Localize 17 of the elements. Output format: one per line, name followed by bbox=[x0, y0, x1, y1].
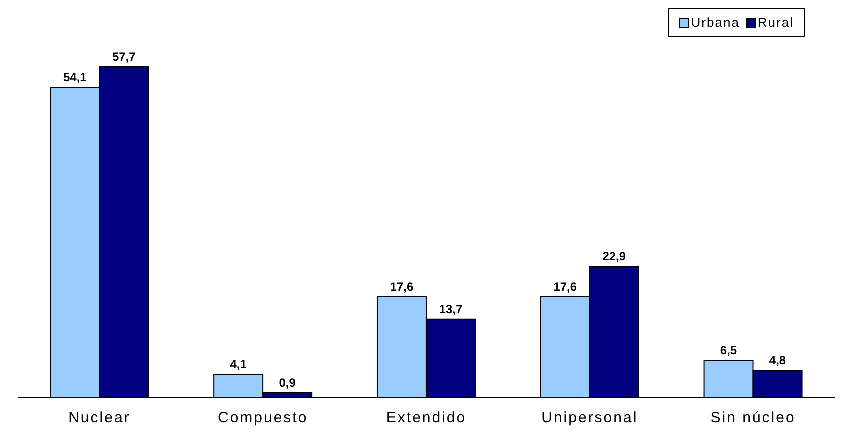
data-label: 4,1 bbox=[230, 357, 248, 372]
legend-label: Urbana bbox=[690, 15, 740, 30]
x-tick-label: Extendido bbox=[386, 410, 467, 427]
data-label: 6,5 bbox=[720, 344, 738, 358]
data-label: 54,1 bbox=[64, 70, 88, 85]
data-label: 17,6 bbox=[554, 280, 578, 294]
data-label: 0,9 bbox=[279, 376, 296, 390]
data-label: 4,8 bbox=[769, 353, 786, 368]
x-tick-label: Unipersonal bbox=[542, 410, 638, 427]
x-tick-label: Nuclear bbox=[68, 410, 131, 427]
data-label: 17,6 bbox=[390, 280, 414, 294]
x-tick-label: Compuesto bbox=[218, 410, 308, 427]
data-label: 13,7 bbox=[439, 302, 463, 316]
data-label: 22,9 bbox=[602, 250, 626, 264]
legend-label: Rural bbox=[756, 15, 794, 30]
x-tick-label: Sin núcleo bbox=[710, 410, 796, 427]
data-label: 57,7 bbox=[112, 50, 136, 64]
